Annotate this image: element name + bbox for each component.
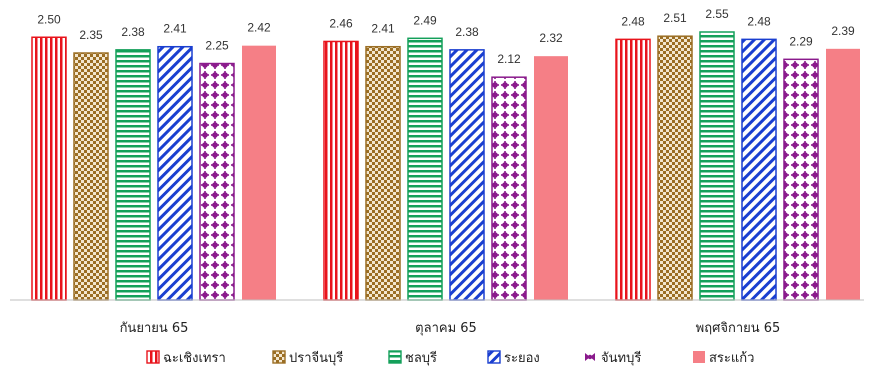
data-label-1-2: 2.46 xyxy=(329,16,353,30)
data-label-3-2: 2.49 xyxy=(413,13,437,27)
legend-swatch-4 xyxy=(487,350,501,364)
data-label-6-2: 2.32 xyxy=(539,31,563,45)
legend: ฉะเชิงเทรา ปราจีนบุรี ชลบุรี ระยอง จันทบุรี ส… xyxy=(146,350,754,366)
bar-1-2 xyxy=(323,40,359,301)
legend-swatch-2 xyxy=(272,350,286,364)
bar-4-3 xyxy=(741,38,777,301)
bar-3-2 xyxy=(407,37,443,301)
legend-label-4: ระยอง xyxy=(504,351,540,366)
bar-2-2 xyxy=(365,45,401,301)
data-label-4-1: 2.41 xyxy=(163,22,187,36)
bar-2-3 xyxy=(657,35,693,301)
data-label-3-3: 2.55 xyxy=(705,7,729,21)
legend-label-5: จันทบุรี xyxy=(601,350,641,366)
data-label-5-3: 2.29 xyxy=(789,34,813,48)
data-label-6-1: 2.42 xyxy=(247,21,271,35)
data-label-2-3: 2.51 xyxy=(663,11,687,25)
legend-label-6: สระแก้ว xyxy=(709,351,754,366)
category-label-1: กันยายน 65 xyxy=(120,321,189,336)
legend-label-1: ฉะเชิงเทรา xyxy=(163,351,226,366)
bar-4-1 xyxy=(157,45,193,301)
bar-3-1 xyxy=(115,49,151,301)
legend-swatch-6 xyxy=(693,351,705,363)
legend-label-3: ชลบุรี xyxy=(405,350,437,366)
data-label-4-3: 2.48 xyxy=(747,14,771,28)
bar-1-1 xyxy=(31,36,67,301)
category-label-3: พฤศจิกายน 65 xyxy=(696,321,781,336)
legend-label-2: ปราจีนบุรี xyxy=(289,350,343,366)
bar-5-1 xyxy=(199,62,235,301)
bar-3-3 xyxy=(699,31,735,301)
data-label-4-2: 2.38 xyxy=(455,25,479,39)
data-label-3-1: 2.38 xyxy=(121,25,145,39)
legend-swatch-3 xyxy=(388,350,402,364)
bar-1-3 xyxy=(615,38,651,301)
bar-5-2 xyxy=(491,76,527,301)
data-label-6-3: 2.39 xyxy=(831,24,855,38)
bar-6-3 xyxy=(826,48,860,300)
data-label-2-2: 2.41 xyxy=(371,22,395,36)
legend-swatch-5 xyxy=(585,353,595,361)
bar-4-2 xyxy=(449,49,485,301)
legend-swatch-1 xyxy=(146,350,160,364)
bar-5-3 xyxy=(783,58,819,301)
bar-6-1 xyxy=(242,45,276,300)
data-label-5-2: 2.12 xyxy=(497,52,521,66)
data-label-5-1: 2.25 xyxy=(205,39,229,53)
data-label-2-1: 2.35 xyxy=(79,28,103,42)
bar-6-2 xyxy=(534,56,568,301)
bar-2-1 xyxy=(73,52,109,301)
data-label-1-1: 2.50 xyxy=(37,12,61,26)
data-label-1-3: 2.48 xyxy=(621,14,645,28)
category-label-2: ตุลาคม 65 xyxy=(415,321,477,336)
